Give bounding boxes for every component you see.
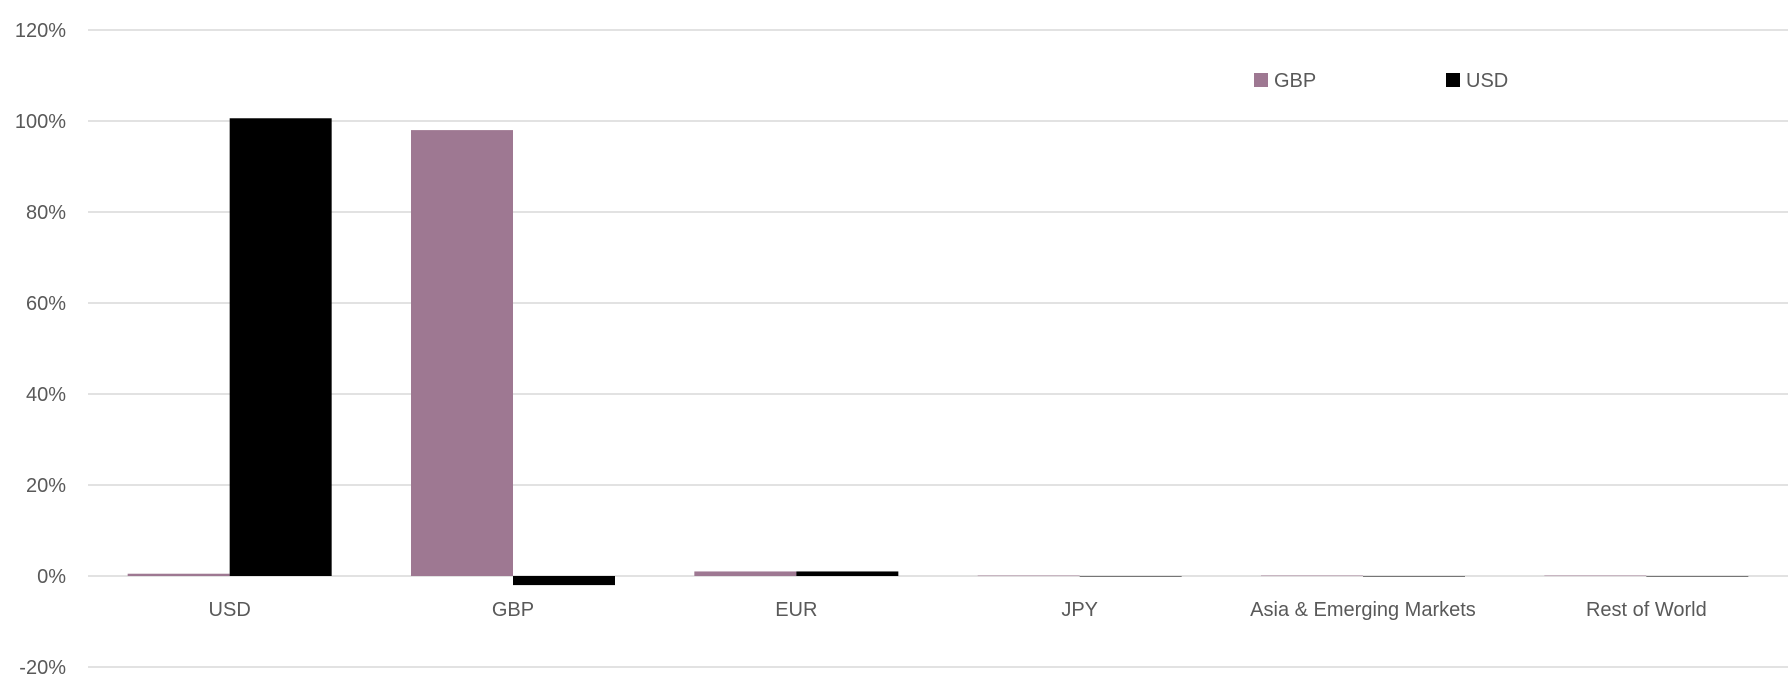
bar-gbp-3 — [977, 575, 1080, 577]
bar-usd-1 — [513, 576, 615, 586]
x-category-label: GBP — [492, 599, 534, 621]
x-category-label: USD — [209, 599, 251, 621]
x-category-label: JPY — [1061, 599, 1098, 621]
bars — [127, 118, 1749, 586]
bar-gbp-0 — [127, 573, 230, 576]
bar-usd-2 — [796, 571, 899, 576]
y-tick-label: 120% — [15, 20, 66, 42]
bar-gbp-4 — [1261, 575, 1363, 577]
gridlines — [88, 29, 1788, 668]
y-axis-tick-labels: -20% 0% 20% 40% 60% 80% 100% 120% — [15, 20, 66, 679]
legend: GBP USD — [1254, 70, 1508, 92]
bar-gbp-2 — [694, 571, 797, 576]
legend-label-usd: USD — [1466, 70, 1508, 92]
bar-gbp-1 — [411, 130, 513, 576]
bar-usd-5 — [1646, 576, 1749, 577]
y-tick-label: 0% — [37, 566, 66, 588]
bar-usd-4 — [1363, 576, 1465, 577]
bar-usd-0 — [229, 118, 332, 577]
x-axis-category-labels: USD GBP EUR JPY Asia & Emerging Markets Rest … — [209, 599, 1707, 621]
y-tick-label: 80% — [26, 202, 66, 224]
y-tick-label: 40% — [26, 384, 66, 406]
y-tick-label: 100% — [15, 111, 66, 133]
y-tick-label: -20% — [19, 657, 66, 679]
y-tick-label: 60% — [26, 293, 66, 315]
x-category-label: Rest of World — [1586, 599, 1707, 621]
legend-label-gbp: GBP — [1274, 70, 1316, 92]
x-category-label: EUR — [775, 599, 817, 621]
y-tick-label: 20% — [26, 475, 66, 497]
legend-swatch-usd — [1446, 73, 1460, 87]
bar-usd-3 — [1079, 576, 1182, 577]
x-category-label: Asia & Emerging Markets — [1250, 599, 1476, 621]
legend-swatch-gbp — [1254, 73, 1268, 87]
bar-gbp-5 — [1544, 575, 1647, 577]
